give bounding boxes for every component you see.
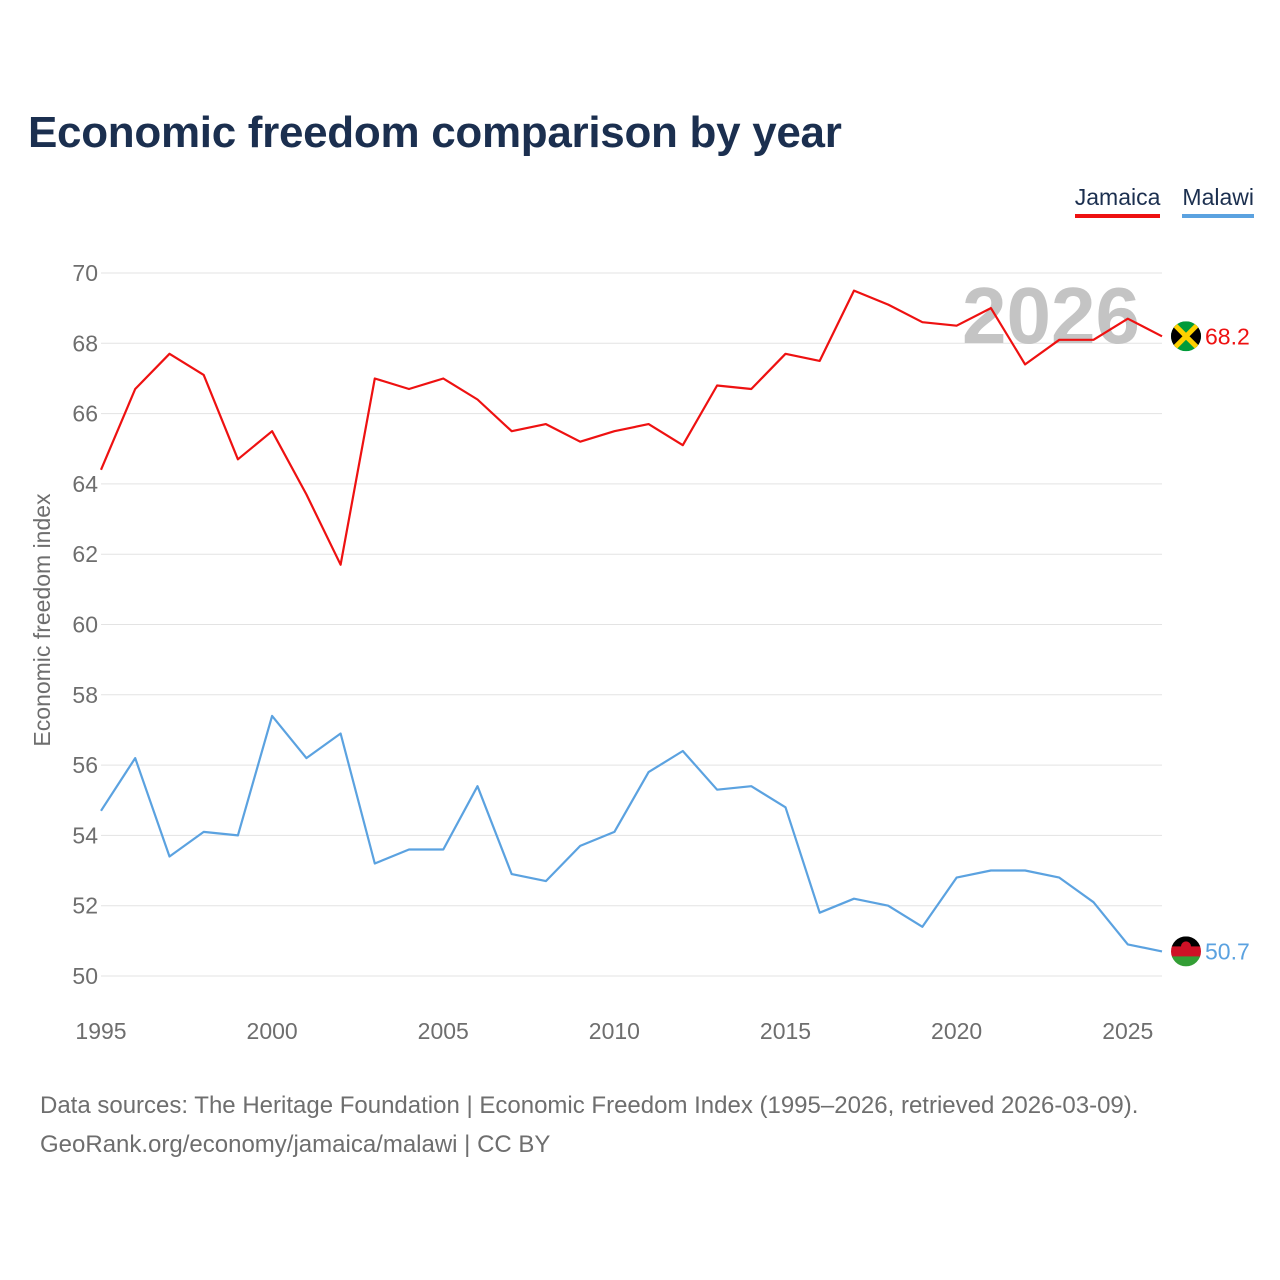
- series-line-malawi[interactable]: [100, 714, 1163, 953]
- y-tick-label: 56: [72, 752, 98, 778]
- line-chart: 50 52 54 56 58 60 62 64 66 68 70 1995 2000 2005 2010 2…: [29, 260, 1250, 1044]
- y-tick-label: 50: [72, 963, 98, 989]
- y-tick-label: 58: [72, 682, 98, 708]
- legend: Jamaica Malawi: [1074, 184, 1254, 218]
- y-tick-label: 54: [72, 822, 98, 848]
- y-tick-label: 70: [72, 260, 98, 286]
- source-line-2[interactable]: GeoRank.org/economy/jamaica/malawi | CC …: [40, 1131, 551, 1158]
- malawi-flag-icon: [1171, 936, 1201, 967]
- y-tick-label: 64: [72, 471, 98, 497]
- y-tick-label: 62: [72, 541, 98, 567]
- x-tick-label: 2025: [1102, 1018, 1153, 1044]
- y-tick-label: 52: [72, 893, 98, 919]
- end-label-jamaica: 68.2: [1205, 323, 1250, 349]
- legend-item-jamaica[interactable]: Jamaica: [1074, 184, 1161, 218]
- source-note: Data sources: The Heritage Foundation | …: [40, 1086, 1138, 1164]
- y-axis-ticks: 50 52 54 56 58 60 62 64 66 68 70: [72, 260, 98, 989]
- legend-item-malawi[interactable]: Malawi: [1182, 184, 1254, 218]
- x-tick-label: 2010: [589, 1018, 640, 1044]
- x-tick-label: 2020: [931, 1018, 982, 1044]
- x-tick-label: 2000: [247, 1018, 298, 1044]
- source-line-1: Data sources: The Heritage Foundation | …: [40, 1092, 1139, 1119]
- series-end-markers: 68.2 50.7: [1171, 321, 1250, 967]
- series-line-jamaica[interactable]: [99, 289, 1163, 566]
- y-tick-label: 60: [72, 612, 98, 638]
- x-axis-ticks: 1995 2000 2005 2010 2015 2020 2025: [75, 1018, 1153, 1044]
- y-tick-label: 68: [72, 330, 98, 356]
- x-tick-label: 2015: [760, 1018, 811, 1044]
- x-tick-label: 1995: [75, 1018, 126, 1044]
- x-tick-label: 2005: [418, 1018, 469, 1044]
- series-lines: [99, 289, 1163, 953]
- end-label-malawi: 50.7: [1205, 938, 1250, 964]
- grid: [101, 272, 1162, 977]
- y-axis-label: Economic freedom index: [29, 493, 55, 747]
- y-tick-label: 66: [72, 401, 98, 427]
- chart-title: Economic freedom comparison by year: [28, 108, 842, 157]
- jamaica-flag-icon: [1171, 321, 1201, 352]
